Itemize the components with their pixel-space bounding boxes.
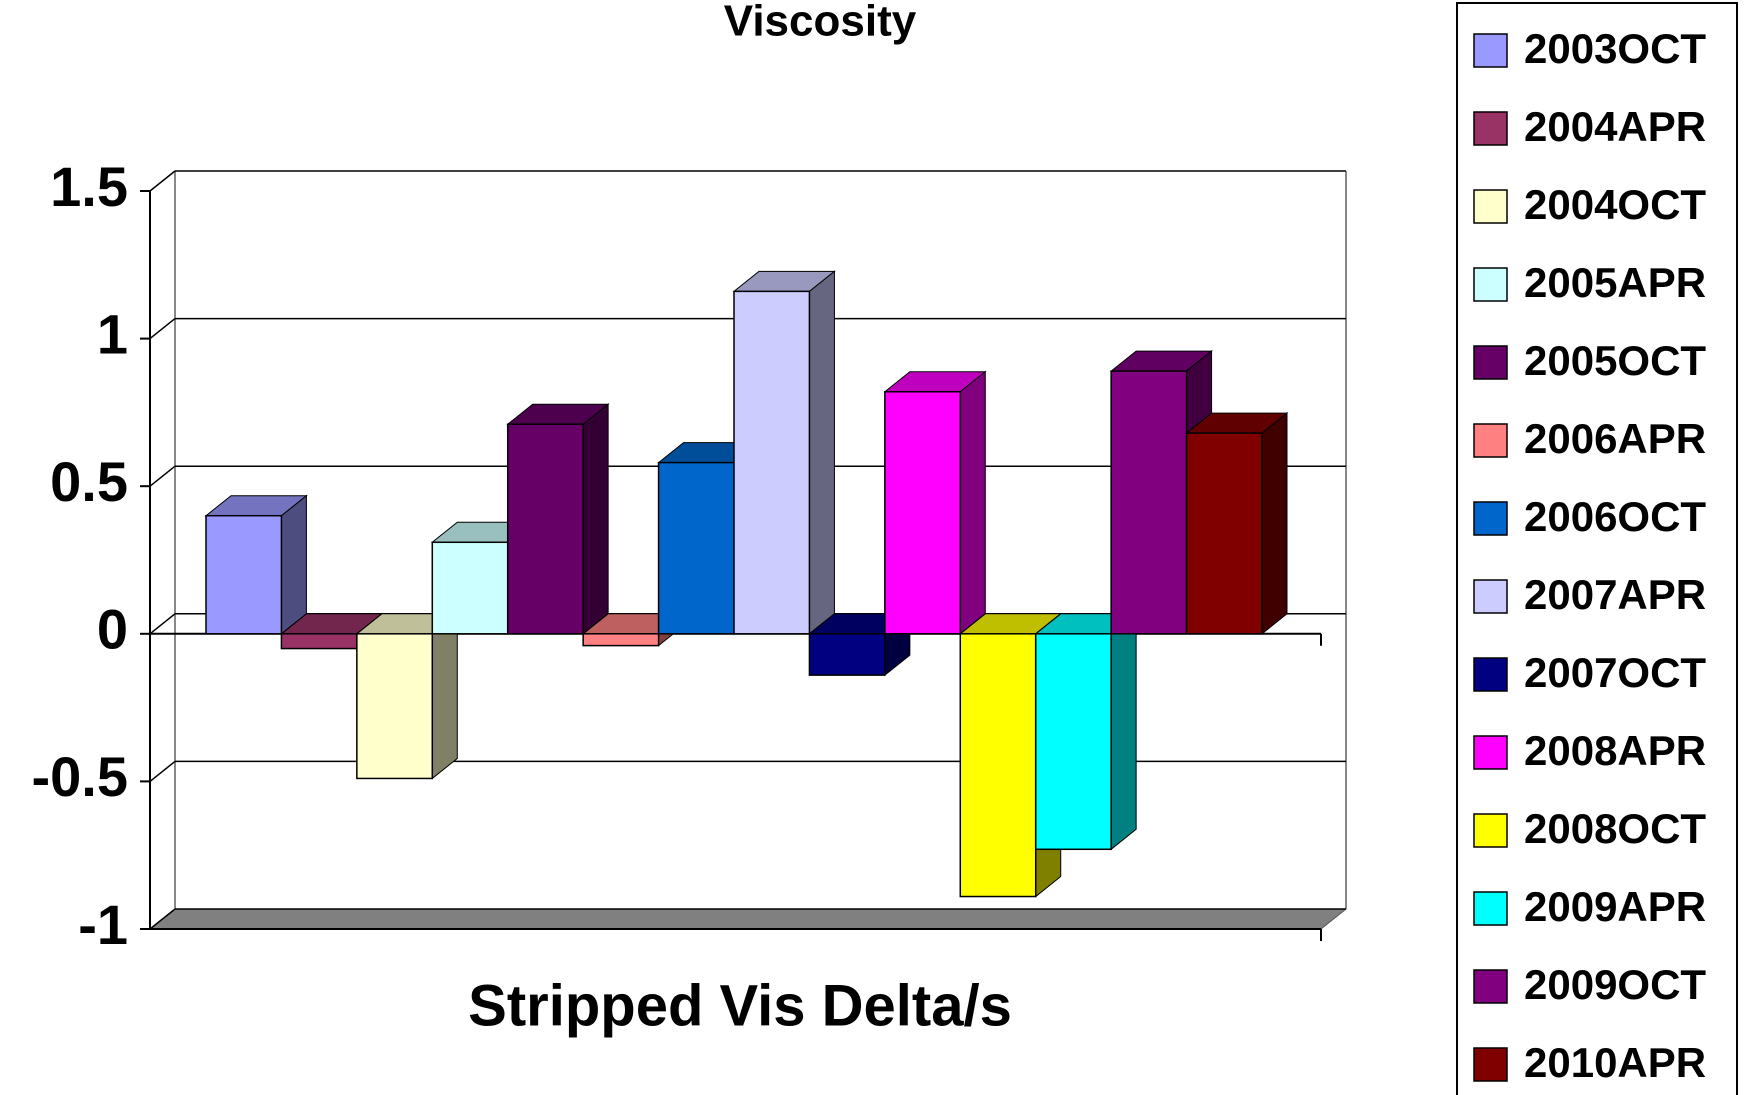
legend-swatch	[1473, 111, 1508, 146]
bar	[356, 633, 434, 780]
bar	[1034, 633, 1112, 851]
legend-swatch	[1473, 189, 1508, 224]
bar	[884, 390, 962, 635]
legend-label: 2007APR	[1524, 571, 1706, 618]
bar	[431, 541, 509, 635]
legend-label: 2006OCT	[1524, 493, 1706, 540]
legend-swatch	[1473, 657, 1508, 692]
bar-side	[582, 403, 609, 635]
y-tick-label: -0.5	[32, 745, 129, 808]
legend-swatch	[1473, 579, 1508, 614]
legend-label: 2006APR	[1524, 415, 1706, 462]
legend-box	[1456, 2, 1738, 1095]
legend-label: 2008APR	[1524, 727, 1706, 774]
y-tick-label: 1	[97, 302, 128, 365]
legend-label: 2005APR	[1524, 259, 1706, 306]
legend-label: 2003OCT	[1524, 25, 1706, 72]
legend-swatch	[1473, 423, 1508, 458]
chart-title: Viscosity	[724, 0, 917, 46]
bar	[582, 633, 660, 647]
bar-side	[1261, 412, 1288, 635]
grid-line-side	[149, 318, 176, 340]
legend-label: 2009APR	[1524, 883, 1706, 930]
legend-swatch	[1473, 969, 1508, 1004]
bar-side	[808, 270, 835, 635]
bar	[1185, 432, 1263, 635]
grid-line-side	[149, 170, 176, 192]
bar-side	[431, 612, 458, 780]
floor	[148, 908, 1348, 930]
bar	[506, 423, 584, 635]
legend-swatch	[1473, 735, 1508, 770]
bar-side	[959, 370, 986, 635]
legend-swatch	[1473, 1047, 1508, 1082]
bar	[205, 514, 283, 635]
y-tick-label: 0	[97, 598, 128, 661]
legend-swatch	[1473, 267, 1508, 302]
bar	[1110, 370, 1188, 635]
legend-label: 2008OCT	[1524, 805, 1706, 852]
y-tick-label: 0.5	[50, 450, 128, 513]
legend-swatch	[1473, 33, 1508, 68]
legend-label: 2004APR	[1524, 103, 1706, 150]
y-tick-label: -1	[78, 893, 128, 956]
grid-line-side	[149, 613, 176, 635]
legend-label: 2010APR	[1524, 1039, 1706, 1086]
bar	[959, 633, 1037, 898]
legend-label: 2009OCT	[1524, 961, 1706, 1008]
y-tick-label: 1.5	[50, 155, 128, 218]
bar-side	[280, 494, 307, 635]
grid-line-side	[149, 760, 176, 782]
legend-swatch	[1473, 891, 1508, 926]
bar-side	[1110, 612, 1137, 851]
x-tick-label: Stripped Vis Delta/s	[468, 973, 1012, 1038]
bar	[657, 461, 735, 635]
bar	[280, 633, 358, 650]
legend-label: 2007OCT	[1524, 649, 1706, 696]
grid-line-side	[149, 908, 176, 930]
legend-label: 2005OCT	[1524, 337, 1706, 384]
legend-swatch	[1473, 345, 1508, 380]
bar	[808, 633, 886, 676]
bar	[733, 290, 811, 635]
legend-swatch	[1473, 813, 1508, 848]
grid-line-side	[149, 465, 176, 487]
legend-label: 2004OCT	[1524, 181, 1706, 228]
legend-swatch	[1473, 501, 1508, 536]
